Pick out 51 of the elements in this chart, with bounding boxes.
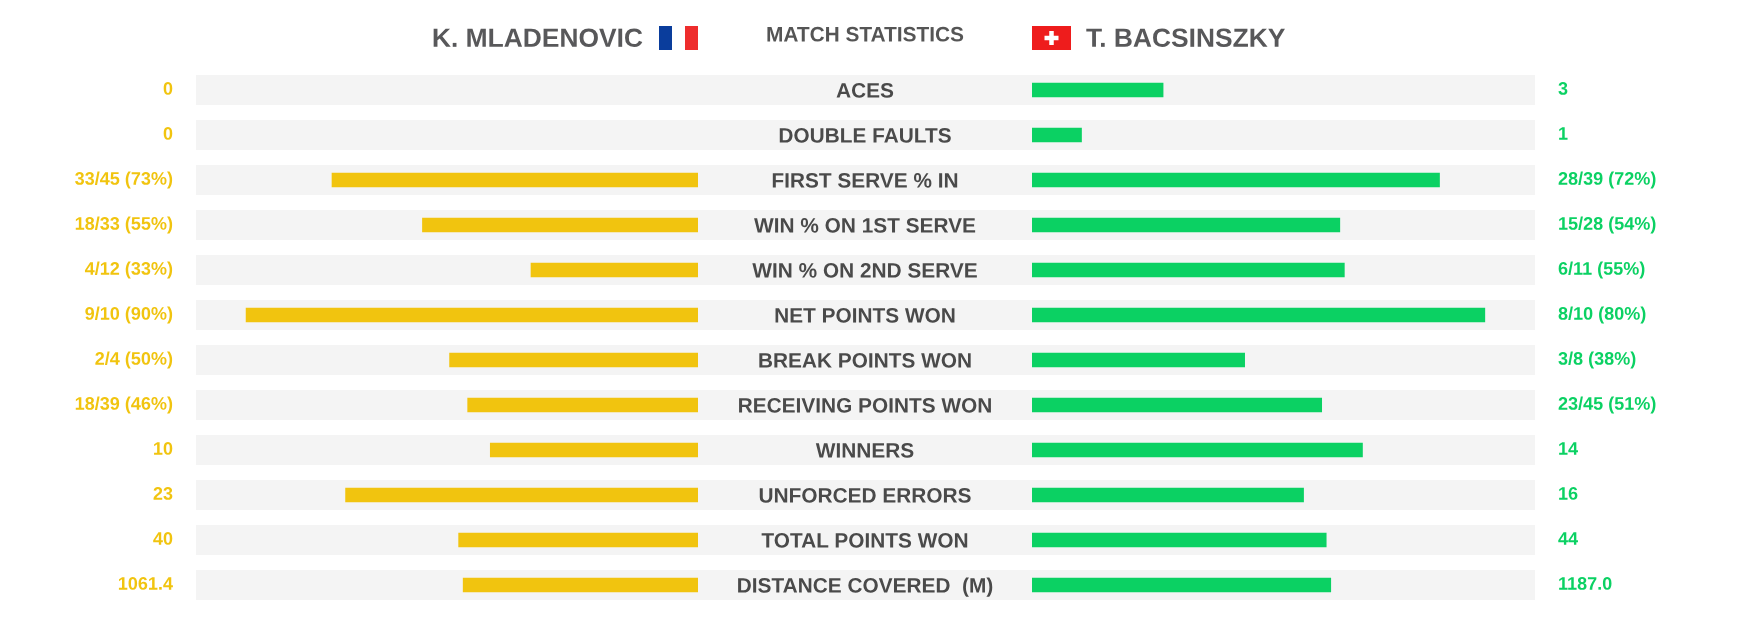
text: 3 xyxy=(1558,82,1568,95)
bar xyxy=(1032,442,1363,458)
y-tick-label: DOUBLE FAULTS xyxy=(779,128,951,143)
y-tick-label: WIN % ON 2ND SERVE xyxy=(752,263,977,278)
bar xyxy=(1032,262,1345,278)
bar xyxy=(1032,487,1304,503)
y-tick-label: NET POINTS WON xyxy=(775,308,955,323)
text: 14 xyxy=(1559,442,1578,455)
text: 1187.0 xyxy=(1559,577,1612,590)
chart-title: T. BACSINSZKY xyxy=(1086,28,1285,48)
bar xyxy=(1032,217,1341,233)
y-tick-label: BREAK POINTS WON xyxy=(759,353,971,368)
text: 40 xyxy=(153,532,173,545)
bar xyxy=(1032,172,1440,188)
y-tick-label: WIN % ON 1ST SERVE xyxy=(754,218,976,233)
text: 15/28 (54%) xyxy=(1559,216,1656,234)
text: 1 xyxy=(1559,127,1568,140)
text: 4/12 (33%) xyxy=(84,261,173,279)
text: 28/39 (72%) xyxy=(1558,171,1656,189)
text: 0 xyxy=(163,82,173,95)
y-tick-label: UNFORCED ERRORS xyxy=(759,488,971,503)
y-tick-label: DISTANCE COVERED (M) xyxy=(738,577,993,597)
text: MATCH STATISTICS xyxy=(767,26,964,42)
text: 23 xyxy=(153,487,173,500)
chart-title: K. MLADENOVIC xyxy=(433,28,643,48)
text: 18/39 (46%) xyxy=(75,396,173,414)
y-tick-label: RECEIVING POINTS WON xyxy=(739,398,991,413)
text: 8/10 (80%) xyxy=(1558,306,1646,324)
text: 44 xyxy=(1558,532,1578,545)
text: 33/45 (73%) xyxy=(75,171,173,189)
bar xyxy=(1032,127,1082,143)
bar xyxy=(1032,397,1323,413)
bar xyxy=(1032,352,1245,368)
text: 1061.4 xyxy=(118,577,173,590)
bar xyxy=(1032,307,1486,323)
y-tick-label: WINNERS xyxy=(815,443,914,458)
text: 3/8 (38%) xyxy=(1558,351,1636,369)
bar xyxy=(1032,577,1332,593)
bar xyxy=(1032,532,1327,548)
text: 2/4 (50%) xyxy=(95,351,173,369)
text: 9/10 (90%) xyxy=(85,306,173,324)
text: 16 xyxy=(1559,487,1578,500)
y-tick-label: ACES xyxy=(836,83,894,98)
text: 23/45 (51%) xyxy=(1558,396,1656,414)
bar xyxy=(1032,82,1164,98)
y-tick-label: FIRST SERVE % IN xyxy=(772,173,958,188)
text: 6/11 (55%) xyxy=(1558,261,1645,279)
text: 0 xyxy=(163,127,173,140)
y-tick-label: TOTAL POINTS WON xyxy=(761,533,968,548)
text: 10 xyxy=(154,442,173,455)
text: 18/33 (55%) xyxy=(75,216,173,234)
